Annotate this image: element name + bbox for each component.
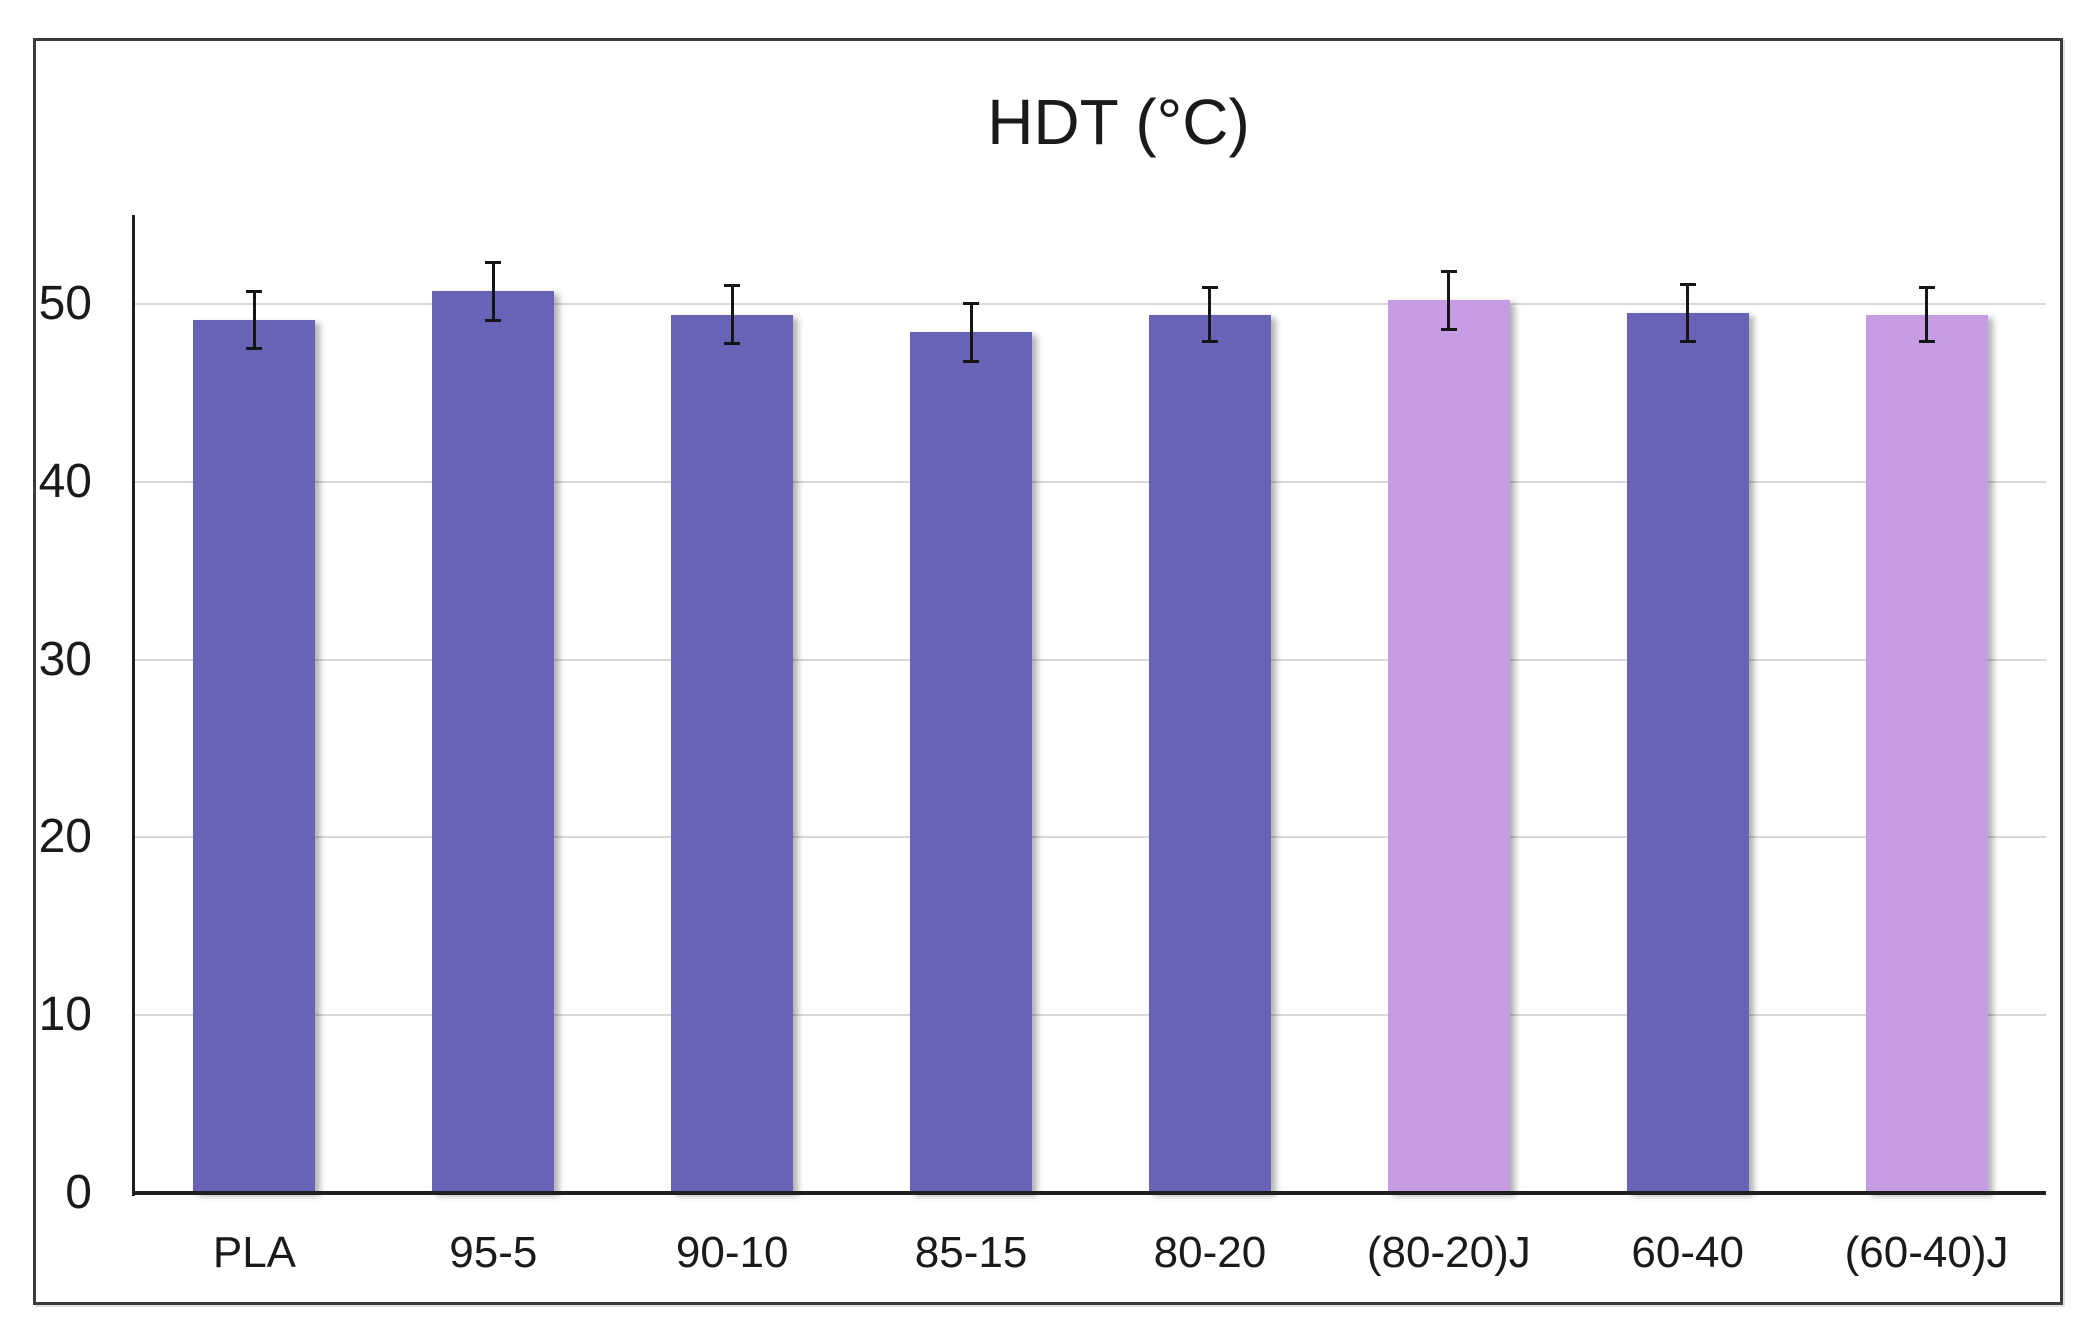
bar (1387, 300, 1510, 1193)
y-tick-label: 10 (38, 988, 92, 1042)
bar (671, 314, 794, 1193)
bar (1148, 314, 1271, 1193)
x-tick-label: (60-40)J (1844, 1228, 2009, 1277)
bar (193, 319, 316, 1193)
y-tick-label: 40 (38, 454, 92, 508)
y-tick-label: 0 (65, 1166, 92, 1219)
x-tick-label: 90-10 (675, 1228, 789, 1277)
bar (1626, 312, 1749, 1193)
x-tick-label: 80-20 (1153, 1228, 1267, 1277)
x-axis-line (132, 1191, 2046, 1195)
gridline (135, 480, 2046, 483)
y-axis-line (132, 215, 135, 1196)
y-tick-label: 30 (38, 632, 92, 686)
error-bar (1201, 286, 1218, 344)
error-bar (485, 261, 502, 322)
gridline (135, 658, 2046, 661)
gridline (135, 302, 2046, 305)
error-bar (1440, 270, 1457, 331)
bar (910, 332, 1033, 1193)
x-tick-label: 95-5 (449, 1228, 538, 1277)
gridline (135, 1014, 2046, 1017)
x-tick-label: 85-15 (914, 1228, 1028, 1277)
bar (1865, 314, 1988, 1193)
error-bar (246, 289, 263, 351)
error-bar (1679, 282, 1696, 344)
y-tick-label: 20 (38, 810, 92, 864)
x-tick-label: 60-40 (1631, 1228, 1744, 1277)
y-tick-label: 50 (38, 276, 92, 330)
error-bar (724, 284, 741, 345)
bar (432, 291, 555, 1193)
plot-area (132, 215, 2046, 1196)
gridline (135, 836, 2046, 839)
x-tick-label: (80-20)J (1366, 1228, 1531, 1277)
chart-title: HDT (°C) (987, 86, 1250, 158)
error-bar (1918, 286, 1935, 344)
x-tick-label: PLA (212, 1228, 297, 1277)
error-bar (963, 302, 980, 363)
